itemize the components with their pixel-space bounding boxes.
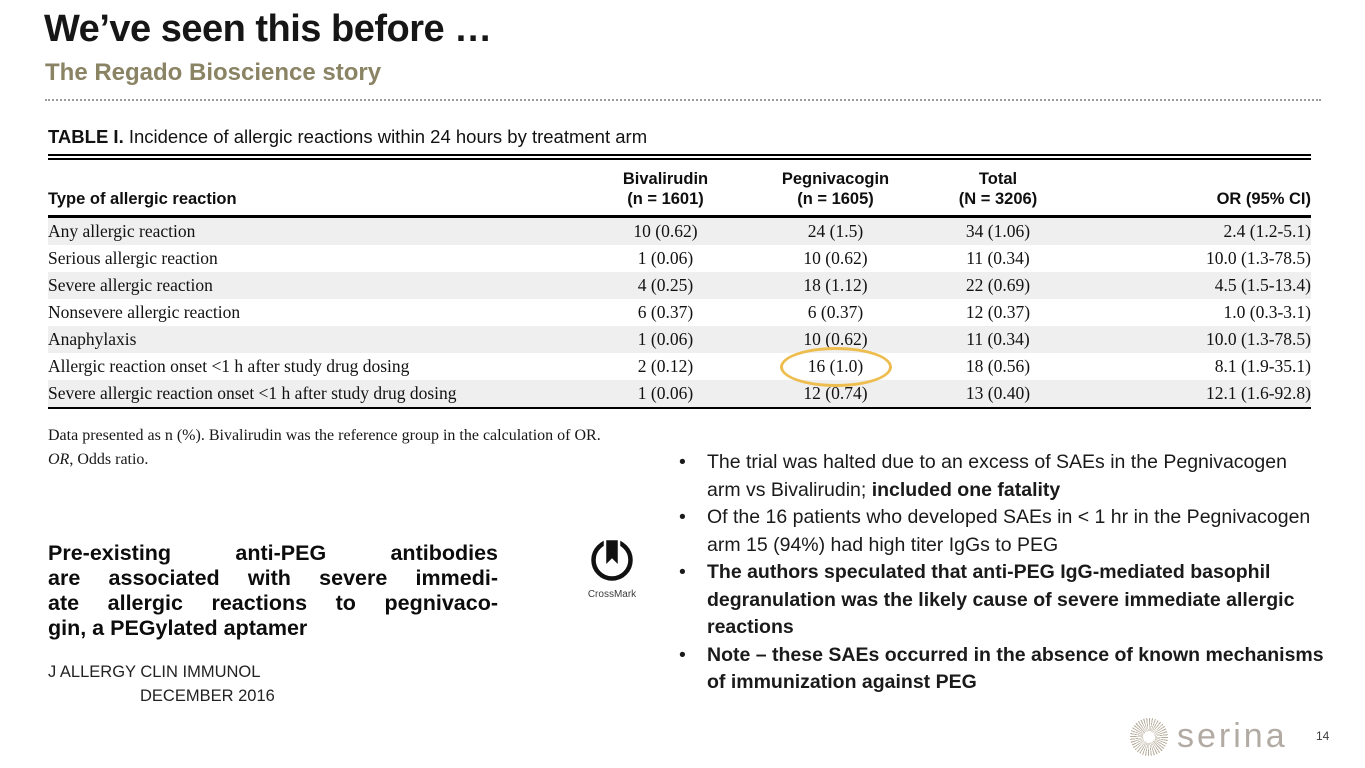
- cell-total: 13 (0.40): [908, 380, 1088, 409]
- cell-bivalirudin: 1 (0.06): [568, 380, 763, 409]
- cell-pegnivacogin: 6 (0.37): [807, 302, 864, 322]
- cell-bivalirudin: 10 (0.62): [633, 221, 698, 241]
- cell-or: 10.0 (1.3-78.5): [1206, 248, 1311, 268]
- allergic-reactions-table: Type of allergic reaction Bivalirudin (n …: [48, 160, 1311, 409]
- cell-type: Allergic reaction onset <1 h after study…: [48, 356, 410, 376]
- cell-total: 11 (0.34): [966, 329, 1030, 349]
- table-row: Anaphylaxis 1 (0.06) 10 (0.62) 11 (0.34)…: [48, 326, 1311, 353]
- paper-title-line: ate allergic reactions to pegnivaco-: [48, 591, 498, 615]
- serina-logo: serina: [1130, 717, 1288, 756]
- cell-type: Anaphylaxis: [48, 329, 137, 349]
- cell-or: 12.1 (1.6-92.8): [1088, 380, 1311, 409]
- bullet-item: The authors speculated that anti-PEG IgG…: [676, 559, 1324, 642]
- table-header: Type of allergic reaction Bivalirudin (n …: [48, 160, 1311, 218]
- col-header-type: Type of allergic reaction: [48, 160, 568, 218]
- journal-date: DECEMBER 2016: [140, 687, 275, 705]
- cell-bivalirudin: 6 (0.37): [637, 302, 694, 322]
- cell-type: Nonsevere allergic reaction: [48, 302, 241, 322]
- cell-pegnivacogin: 24 (1.5): [807, 221, 864, 241]
- slide-subtitle: The Regado Bioscience story: [45, 59, 382, 86]
- cell-pegnivacogin-highlighted: 16 (1.0): [763, 346, 908, 387]
- page-number: 14: [1316, 729, 1330, 743]
- key-points: The trial was halted due to an excess of…: [676, 449, 1324, 697]
- cell-or: 1.0 (0.3-3.1): [1223, 302, 1311, 322]
- cell-total: 22 (0.69): [965, 275, 1031, 295]
- table-footnotes: Data presented as n (%). Bivalirudin was…: [48, 424, 601, 472]
- bullet-item: Of the 16 patients who developed SAEs in…: [676, 504, 1324, 559]
- cell-pegnivacogin: 12 (0.74): [763, 380, 908, 409]
- paper-title-line: gin, a PEGylated aptamer: [48, 616, 308, 640]
- footnote-line-2: OR, Odds ratio.: [48, 451, 149, 468]
- cell-pegnivacogin: 10 (0.62): [803, 329, 868, 349]
- table-row: Severe allergic reaction 4 (0.25) 18 (1.…: [48, 272, 1311, 299]
- dotted-divider: [45, 99, 1321, 101]
- cell-type: Any allergic reaction: [48, 221, 196, 241]
- paper-title-line: Pre-existing anti-PEG antibodies: [48, 541, 498, 565]
- cell-total: 34 (1.06): [965, 221, 1031, 241]
- cell-total: 18 (0.56): [965, 356, 1031, 376]
- slide-title: We’ve seen this before …: [44, 8, 492, 50]
- paper-citation-block: Pre-existing anti-PEG antibodies are ass…: [48, 541, 498, 706]
- cell-type: Severe allergic reaction onset <1 h afte…: [48, 380, 568, 409]
- crossmark-icon: [591, 537, 633, 581]
- cell-bivalirudin: 2 (0.12): [637, 356, 694, 376]
- table-top-rule: [48, 154, 1311, 160]
- table-row: Any allergic reaction 10 (0.62) 24 (1.5)…: [48, 216, 1311, 245]
- bullet-item: The trial was halted due to an excess of…: [676, 449, 1324, 504]
- table-row: Serious allergic reaction 1 (0.06) 10 (0…: [48, 245, 1311, 272]
- table-row-highlighted: Allergic reaction onset <1 h after study…: [48, 346, 1311, 387]
- cell-type: Severe allergic reaction: [48, 275, 213, 295]
- cell-pegnivacogin: 10 (0.62): [803, 248, 868, 268]
- cell-total: 12 (0.37): [965, 302, 1031, 322]
- journal-table-figure: TABLE I. Incidence of allergic reactions…: [48, 126, 1311, 409]
- cell-type: Serious allergic reaction: [48, 248, 218, 268]
- table-caption: TABLE I. Incidence of allergic reactions…: [48, 126, 1311, 148]
- table-row: Severe allergic reaction onset <1 h afte…: [48, 380, 1311, 409]
- cell-bivalirudin: 1 (0.06): [637, 329, 694, 349]
- journal-name: J ALLERGY CLIN IMMUNOL: [48, 663, 261, 681]
- col-header-pegnivacogin: Pegnivacogin (n = 1605): [763, 160, 908, 218]
- cell-or: 10.0 (1.3-78.5): [1206, 329, 1311, 349]
- crossmark-logo: CrossMark: [584, 536, 640, 600]
- cell-total: 11 (0.34): [966, 248, 1030, 268]
- cell-bivalirudin: 4 (0.25): [637, 275, 694, 295]
- cell-bivalirudin: 1 (0.06): [637, 248, 694, 268]
- paper-title-line: are associated with severe immedi-: [48, 566, 498, 590]
- table-caption-label: TABLE I.: [48, 126, 124, 147]
- serina-logo-text: serina: [1177, 717, 1288, 755]
- col-header-bivalirudin: Bivalirudin (n = 1601): [568, 160, 763, 218]
- sunburst-icon: [1130, 717, 1168, 756]
- col-header-total: Total (N = 3206): [908, 160, 1088, 218]
- table-row: Nonsevere allergic reaction 6 (0.37) 6 (…: [48, 299, 1311, 326]
- bullet-item: Note – these SAEs occurred in the absenc…: [676, 642, 1324, 697]
- cell-or: 2.4 (1.2-5.1): [1223, 221, 1311, 241]
- cell-or: 8.1 (1.9-35.1): [1214, 356, 1311, 376]
- cell-pegnivacogin: 18 (1.12): [803, 275, 868, 295]
- cell-or: 4.5 (1.5-13.4): [1214, 275, 1311, 295]
- crossmark-label: CrossMark: [587, 589, 637, 600]
- footnote-line-1: Data presented as n (%). Bivalirudin was…: [48, 427, 601, 444]
- table-caption-text: Incidence of allergic reactions within 2…: [128, 126, 648, 147]
- col-header-or: OR (95% CI): [1088, 160, 1311, 218]
